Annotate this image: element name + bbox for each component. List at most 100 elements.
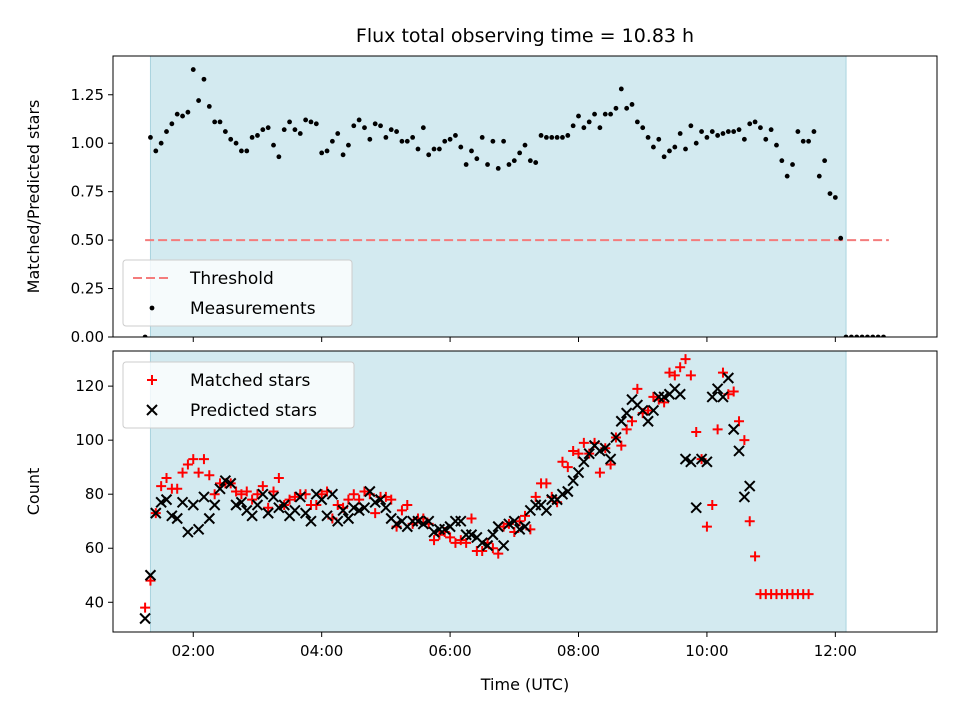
predicted-stars-point bbox=[647, 404, 660, 417]
matched-stars-point bbox=[734, 416, 745, 427]
measurement-point bbox=[281, 127, 287, 133]
measurement-point bbox=[501, 138, 506, 144]
measurement-point bbox=[752, 119, 758, 125]
predicted-stars-point bbox=[187, 499, 199, 511]
matched-stars-point bbox=[568, 445, 579, 456]
matched-stars-point bbox=[445, 532, 456, 543]
predicted-stars-point bbox=[321, 510, 333, 522]
predicted-stars-point bbox=[690, 502, 702, 514]
measurement-point bbox=[784, 173, 790, 179]
matched-stars-point bbox=[177, 467, 188, 478]
measurement-point bbox=[586, 119, 592, 125]
measurement-point bbox=[180, 113, 185, 119]
x-tick-label: 04:00 bbox=[300, 642, 343, 660]
measurement-point bbox=[613, 105, 619, 111]
predicted-stars-point bbox=[637, 404, 649, 417]
predicted-stars-point bbox=[674, 388, 686, 400]
measurement-point bbox=[415, 146, 421, 152]
predicted-stars-point bbox=[294, 491, 306, 503]
matched-stars-point bbox=[627, 416, 638, 427]
matched-stars-point bbox=[520, 510, 530, 521]
measurement-point bbox=[597, 125, 603, 131]
measurement-point bbox=[731, 129, 737, 134]
predicted-stars-point bbox=[738, 491, 751, 503]
matched-stars-point bbox=[717, 367, 728, 378]
matched-stars-point bbox=[461, 537, 472, 548]
measurement-point bbox=[709, 129, 715, 134]
matched-stars-point bbox=[632, 383, 643, 394]
matched-stars-point bbox=[429, 535, 440, 546]
predicted-stars-point bbox=[214, 483, 226, 495]
measurement-point bbox=[142, 334, 148, 337]
predicted-stars-point bbox=[610, 431, 622, 444]
legend-label: Threshold bbox=[189, 269, 274, 289]
y-tick-label: 0.00 bbox=[71, 328, 104, 346]
measurement-point bbox=[436, 146, 442, 152]
measurement-point bbox=[581, 125, 587, 131]
predicted-stars-point bbox=[305, 515, 317, 527]
predicted-stars-point bbox=[497, 539, 510, 552]
measurement-point bbox=[565, 133, 571, 138]
measurement-point bbox=[356, 117, 362, 123]
matched-stars-point bbox=[466, 513, 477, 524]
predicted-stars-point bbox=[572, 466, 585, 479]
measurement-point bbox=[865, 334, 870, 337]
predicted-stars-point bbox=[492, 520, 504, 533]
matched-stars-point bbox=[204, 470, 215, 481]
predicted-stars-point bbox=[267, 491, 280, 503]
measurement-point bbox=[212, 119, 218, 125]
measurement-point bbox=[260, 127, 266, 133]
predicted-stars-point bbox=[225, 477, 237, 490]
matched-stars-point bbox=[594, 467, 605, 478]
measurement-point bbox=[276, 154, 282, 160]
measurement-point bbox=[297, 131, 303, 136]
plot-area bbox=[142, 67, 889, 337]
legend-predicted-swatch bbox=[146, 404, 158, 416]
legend-box bbox=[122, 361, 355, 429]
matched-stars-point bbox=[193, 467, 204, 478]
y-tick-label: 0.75 bbox=[71, 183, 104, 201]
matched-stars-point bbox=[370, 508, 381, 519]
measurement-point bbox=[271, 142, 276, 148]
measurement-point bbox=[164, 129, 169, 134]
measurement-point bbox=[190, 67, 196, 72]
measurement-point bbox=[169, 121, 175, 127]
measurement-point bbox=[174, 111, 180, 117]
measurement-point bbox=[538, 133, 544, 138]
matched-stars-point bbox=[750, 551, 761, 562]
matched-stars-point bbox=[263, 502, 274, 513]
measurement-point bbox=[800, 138, 806, 144]
measurement-point bbox=[838, 235, 844, 241]
measurement-point bbox=[747, 121, 753, 127]
predicted-stars-point bbox=[701, 456, 713, 468]
predicted-stars-point bbox=[171, 512, 183, 525]
measurement-point bbox=[522, 142, 528, 148]
predicted-stars-point bbox=[615, 415, 628, 427]
measurement-point bbox=[469, 148, 474, 154]
matched-stars-point bbox=[744, 516, 755, 527]
predicted-stars-point bbox=[583, 447, 595, 460]
matched-stars-point bbox=[241, 486, 252, 497]
matched-stars-point bbox=[648, 391, 659, 402]
measurement-point bbox=[313, 121, 319, 127]
measurement-point bbox=[228, 136, 234, 142]
measurement-point bbox=[683, 146, 688, 152]
measurement-point bbox=[688, 123, 694, 129]
measurement-point bbox=[490, 138, 496, 144]
measurement-point bbox=[485, 162, 490, 167]
matched-stars-point bbox=[316, 489, 327, 500]
predicted-stars-point bbox=[278, 499, 290, 511]
y-tick-label: 0.50 bbox=[71, 231, 104, 249]
measurement-point bbox=[779, 158, 785, 164]
predicted-stars-point bbox=[422, 515, 435, 527]
measurement-point bbox=[629, 102, 635, 107]
matched-stars-point bbox=[562, 462, 573, 473]
matched-stars-point bbox=[621, 424, 632, 435]
measurement-point bbox=[848, 334, 854, 337]
predicted-stars-point bbox=[455, 515, 467, 527]
matched-stars-point bbox=[247, 494, 258, 505]
measurement-point bbox=[560, 134, 565, 140]
predicted-stars-point bbox=[139, 612, 151, 625]
predicted-stars-point bbox=[722, 372, 735, 384]
matched-stars-point bbox=[541, 478, 552, 489]
